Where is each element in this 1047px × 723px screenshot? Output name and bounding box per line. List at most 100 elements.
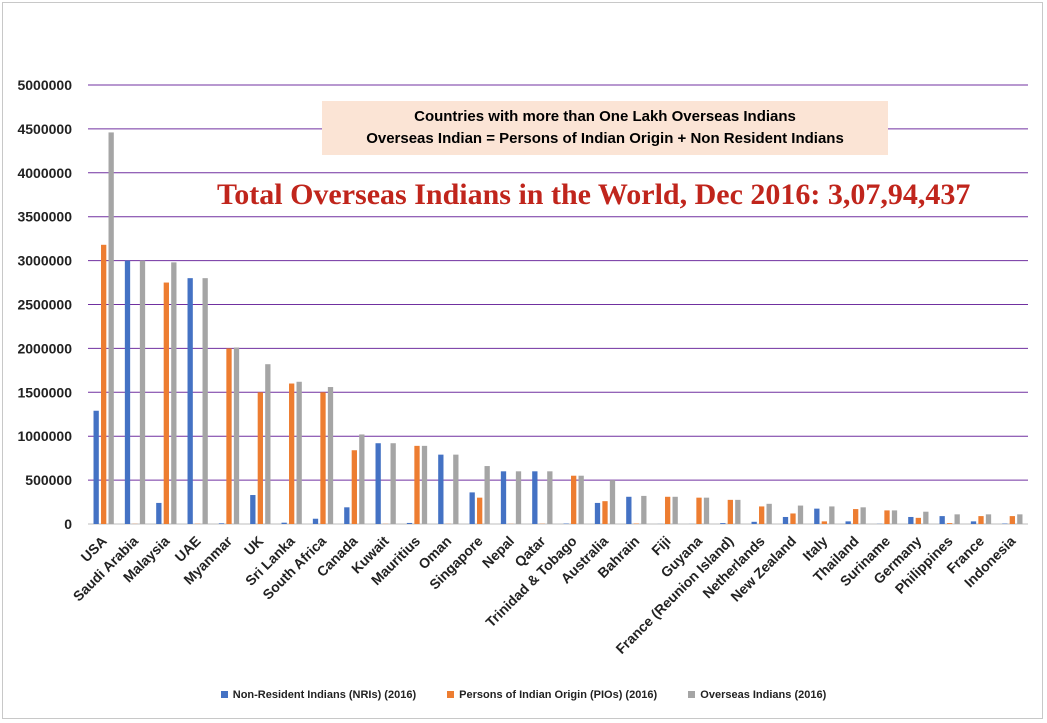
bar bbox=[578, 475, 584, 524]
bar bbox=[727, 499, 733, 524]
bar bbox=[696, 497, 702, 524]
chart-title-line2: Overseas Indian = Persons of Indian Orig… bbox=[366, 130, 844, 147]
bar bbox=[233, 347, 240, 524]
legend-item-nri: Non-Resident Indians (NRIs) (2016) bbox=[220, 689, 417, 701]
bar bbox=[908, 516, 914, 524]
bar bbox=[672, 496, 678, 524]
bar bbox=[891, 510, 898, 524]
bar bbox=[665, 496, 671, 524]
bar bbox=[735, 499, 741, 524]
bar bbox=[751, 521, 757, 524]
legend-swatch-nri bbox=[220, 690, 228, 698]
bar bbox=[351, 450, 357, 524]
bar bbox=[226, 348, 232, 524]
bar bbox=[390, 443, 396, 524]
bar bbox=[602, 501, 608, 524]
bar bbox=[970, 521, 977, 524]
bar bbox=[500, 471, 507, 524]
bar bbox=[814, 508, 820, 524]
bar bbox=[320, 392, 326, 524]
bar bbox=[884, 510, 890, 524]
bar bbox=[344, 507, 350, 524]
bar bbox=[978, 516, 984, 524]
bar bbox=[939, 516, 945, 524]
y-tick-label: 4000000 bbox=[17, 165, 72, 181]
bar bbox=[101, 244, 107, 524]
bar bbox=[821, 521, 827, 524]
bar bbox=[571, 475, 577, 524]
bar bbox=[108, 132, 114, 525]
bar bbox=[1017, 514, 1023, 524]
bar bbox=[327, 387, 334, 524]
bar bbox=[720, 523, 726, 524]
bar bbox=[281, 522, 287, 524]
bar bbox=[547, 471, 553, 524]
bar bbox=[414, 445, 420, 524]
chart-headline: Total Overseas Indians in the World, Dec… bbox=[217, 178, 971, 211]
bar bbox=[782, 516, 789, 524]
bar bbox=[515, 471, 522, 524]
legend-label-nri: Non-Resident Indians (NRIs) (2016) bbox=[232, 689, 417, 701]
bar bbox=[312, 518, 319, 524]
bar bbox=[923, 511, 929, 524]
bar bbox=[202, 278, 208, 524]
bar bbox=[845, 521, 851, 524]
bar bbox=[532, 471, 538, 524]
y-tick-label: 3000000 bbox=[17, 253, 72, 269]
y-tick-label: 0 bbox=[64, 516, 72, 532]
y-tick-label: 1000000 bbox=[17, 428, 72, 444]
x-tick-label: UK bbox=[241, 533, 267, 559]
y-tick-label: 5000000 bbox=[17, 77, 72, 93]
y-tick-label: 500000 bbox=[25, 472, 72, 488]
y-tick-label: 2500000 bbox=[17, 297, 72, 313]
bar bbox=[626, 496, 632, 524]
bar bbox=[915, 517, 921, 524]
bar bbox=[954, 514, 960, 524]
y-tick-label: 4500000 bbox=[17, 121, 72, 137]
bar bbox=[139, 260, 146, 524]
bar bbox=[703, 497, 710, 524]
bar bbox=[594, 502, 601, 524]
bar bbox=[609, 480, 616, 524]
y-tick-label: 3500000 bbox=[17, 209, 72, 225]
bar bbox=[829, 506, 835, 524]
bar bbox=[265, 364, 271, 524]
bar bbox=[438, 454, 444, 524]
chart-title-line1: Countries with more than One Lakh Overse… bbox=[414, 108, 796, 125]
bar bbox=[641, 495, 647, 524]
bar bbox=[790, 513, 796, 524]
bar bbox=[93, 410, 99, 524]
bar bbox=[406, 522, 413, 524]
bar bbox=[218, 523, 225, 524]
bar bbox=[421, 445, 428, 524]
bar bbox=[1009, 516, 1015, 524]
y-tick-label: 2000000 bbox=[17, 340, 72, 356]
bar bbox=[124, 260, 131, 524]
bar bbox=[289, 383, 295, 524]
bar bbox=[484, 466, 490, 524]
legend-swatch-overseas bbox=[688, 690, 696, 698]
x-tick-label: Fiji bbox=[648, 533, 674, 559]
bar bbox=[759, 506, 765, 524]
bar bbox=[359, 434, 365, 524]
legend-item-overseas: Overseas Indians (2016) bbox=[688, 689, 826, 701]
chart-title-box: Countries with more than One Lakh Overse… bbox=[322, 101, 888, 155]
legend-label-overseas: Overseas Indians (2016) bbox=[700, 689, 827, 701]
bar bbox=[797, 505, 804, 524]
chart-legend: Non-Resident Indians (NRIs) (2016) Perso… bbox=[0, 689, 1047, 701]
bar bbox=[453, 454, 459, 524]
bar bbox=[171, 262, 177, 524]
bar bbox=[257, 392, 263, 524]
bar bbox=[853, 509, 859, 524]
bar bbox=[187, 278, 193, 524]
y-tick-label: 1500000 bbox=[17, 384, 72, 400]
bar bbox=[985, 514, 992, 524]
bar bbox=[163, 282, 169, 524]
bar bbox=[477, 497, 483, 524]
bar bbox=[156, 502, 162, 524]
bar bbox=[296, 381, 302, 524]
legend-item-pio: Persons of Indian Origin (PIOs) (2016) bbox=[447, 689, 657, 701]
bar bbox=[375, 443, 381, 524]
